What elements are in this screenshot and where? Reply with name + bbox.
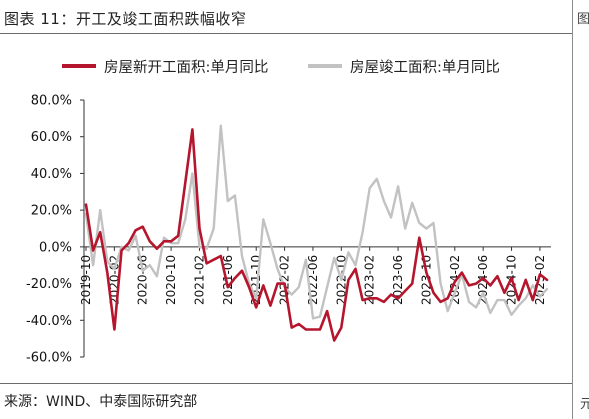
y-tick-label: -60.0%	[26, 351, 72, 366]
x-tick-label: 2019-10	[79, 255, 93, 305]
legend-label-series-0: 房屋新开工面积:单月同比	[104, 60, 269, 76]
right-panel-glyph-bottom: 元	[580, 397, 589, 412]
x-tick-label: 2020-06	[136, 255, 150, 305]
source-note: 来源：WIND、中泰国际研究部	[4, 394, 198, 410]
right-panel-glyph-top: 图	[577, 12, 589, 27]
line-chart: -60.0% -40.0% -20.0% 0.0% 20.0% 40.0% 60.0% 80.…	[26, 94, 551, 366]
title-bar: 图表 11：开工及竣工面积跌幅收窄	[0, 0, 589, 34]
right-panel-edge	[572, 0, 589, 419]
x-tick-label: 2020-10	[164, 255, 178, 305]
y-tick-label: 0.0%	[39, 240, 72, 255]
x-tick-label: 2023-02	[363, 255, 377, 305]
y-tick-label: 40.0%	[31, 167, 72, 182]
chart-title: 图表 11：开工及竣工面积跌幅收窄	[4, 10, 247, 28]
legend-swatch-series-1	[308, 64, 342, 68]
source-divider	[0, 383, 572, 384]
y-tick-label: 20.0%	[31, 204, 72, 219]
x-tick-label: 2023-10	[419, 255, 433, 305]
title-divider	[0, 33, 572, 34]
x-tick-label: 2022-02	[278, 255, 292, 305]
y-tick-label: -40.0%	[26, 314, 72, 329]
series-line-0	[84, 128, 549, 342]
x-tick-label: 2023-06	[391, 255, 405, 305]
y-tick-label: 80.0%	[31, 94, 72, 109]
legend-label-series-1: 房屋竣工面积:单月同比	[350, 60, 500, 76]
y-tick-label: -20.0%	[26, 277, 72, 292]
legend-swatch-series-0	[62, 64, 96, 68]
y-tick-label: 60.0%	[31, 130, 72, 145]
x-tick-label: 2021-02	[192, 255, 206, 305]
